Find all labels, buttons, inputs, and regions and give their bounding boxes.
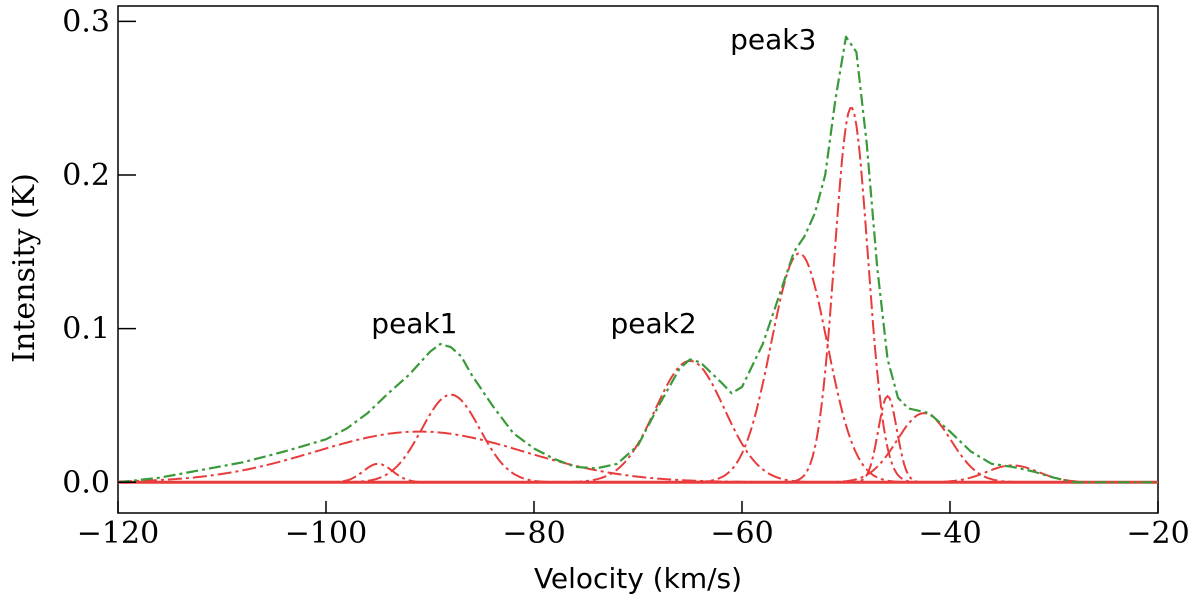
x-tick-label: −20 <box>1126 516 1189 551</box>
x-axis-label: Velocity (km/s) <box>534 562 742 595</box>
gaussian-component-line <box>118 464 1158 484</box>
x-tick-label: −120 <box>77 516 159 551</box>
series-layer <box>117 35 1158 484</box>
annotation-layer: peak1 peak2 peak3 <box>371 23 816 340</box>
peak-annotation: peak2 <box>611 307 697 340</box>
peak-annotation: peak3 <box>730 23 816 56</box>
plot-frame <box>117 5 1159 514</box>
x-tick-label: −60 <box>710 516 773 551</box>
observed-spectrum-line <box>117 35 1158 484</box>
y-tick-label: 0.1 <box>62 312 110 347</box>
y-tick-label: 0.0 <box>62 465 110 500</box>
y-tick-label: 0.2 <box>62 158 110 193</box>
x-tick-label: −80 <box>502 516 565 551</box>
x-tick-label: −100 <box>285 516 367 551</box>
y-axis-label: Intensity (K) <box>7 173 42 363</box>
peak-annotation: peak1 <box>371 307 457 340</box>
x-tick-label: −40 <box>918 516 981 551</box>
y-tick-label: 0.3 <box>62 4 110 39</box>
axis-layer: −120 −100 −80 −60 −40 −20 0.0 0.1 0.2 0.3 <box>62 4 1189 551</box>
